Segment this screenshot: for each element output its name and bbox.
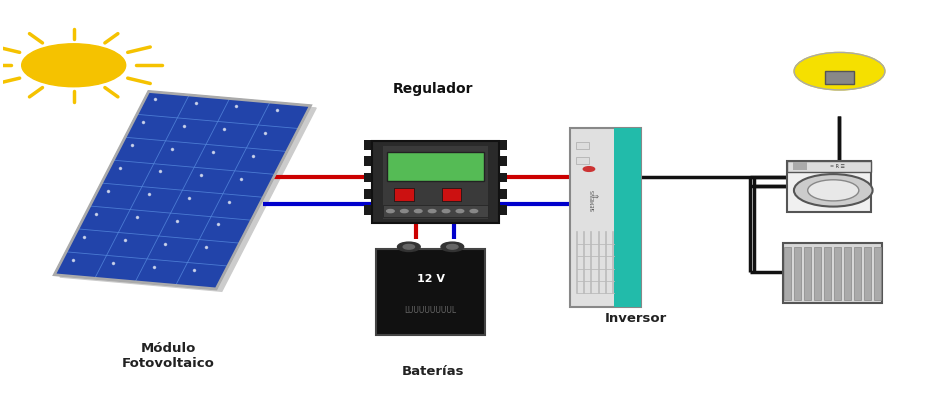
Bar	[499, 156, 507, 166]
Bar	[364, 173, 372, 183]
Bar	[824, 247, 831, 300]
Text: LUUUUUUUUL: LUUUUUUUUL	[404, 306, 456, 315]
Text: 12 V: 12 V	[417, 274, 444, 284]
Text: Inversor: Inversor	[605, 312, 668, 325]
Circle shape	[456, 209, 464, 213]
Bar	[383, 146, 488, 219]
Bar	[874, 247, 881, 300]
Bar	[787, 161, 871, 212]
Bar	[364, 206, 372, 215]
Bar	[395, 188, 414, 201]
Bar	[825, 71, 854, 84]
Bar	[499, 140, 507, 150]
Circle shape	[400, 209, 408, 213]
Circle shape	[794, 174, 873, 207]
Bar	[364, 189, 372, 199]
Polygon shape	[60, 94, 316, 291]
Bar	[787, 161, 871, 172]
Circle shape	[22, 44, 126, 87]
Circle shape	[583, 167, 594, 171]
Bar	[383, 206, 488, 217]
Text: Regulador: Regulador	[393, 82, 474, 97]
Bar	[364, 140, 372, 150]
Circle shape	[794, 52, 884, 90]
Bar	[575, 142, 589, 149]
Bar	[570, 128, 641, 307]
Bar	[372, 141, 499, 223]
Bar	[814, 247, 821, 300]
Bar	[499, 206, 507, 215]
Bar	[793, 162, 807, 170]
Circle shape	[470, 209, 477, 213]
Bar	[805, 247, 811, 300]
Circle shape	[398, 242, 420, 251]
Text: Baterías: Baterías	[401, 365, 464, 378]
Bar	[575, 157, 589, 164]
Text: = R ☰: = R ☰	[830, 164, 844, 169]
Bar	[364, 156, 372, 166]
Circle shape	[428, 209, 436, 213]
Bar	[844, 247, 851, 300]
Bar	[499, 189, 507, 199]
Circle shape	[807, 180, 859, 201]
Bar	[377, 249, 485, 335]
Circle shape	[403, 244, 415, 249]
Text: Módulo
Fotovoltaico: Módulo Fotovoltaico	[122, 342, 215, 370]
Bar	[614, 128, 641, 307]
Circle shape	[442, 209, 450, 213]
Polygon shape	[54, 91, 311, 289]
Text: SIEMENS: SIEMENS	[591, 188, 595, 211]
Circle shape	[441, 242, 464, 251]
Circle shape	[415, 209, 422, 213]
Bar	[499, 173, 507, 183]
Bar	[783, 243, 882, 303]
Bar	[854, 247, 861, 300]
Text: ⇒: ⇒	[592, 192, 598, 200]
Bar	[785, 247, 791, 300]
Circle shape	[447, 244, 458, 249]
Bar	[387, 152, 484, 181]
Bar	[441, 188, 461, 201]
Circle shape	[387, 209, 395, 213]
Bar	[834, 247, 841, 300]
Bar	[864, 247, 870, 300]
Bar	[794, 247, 801, 300]
